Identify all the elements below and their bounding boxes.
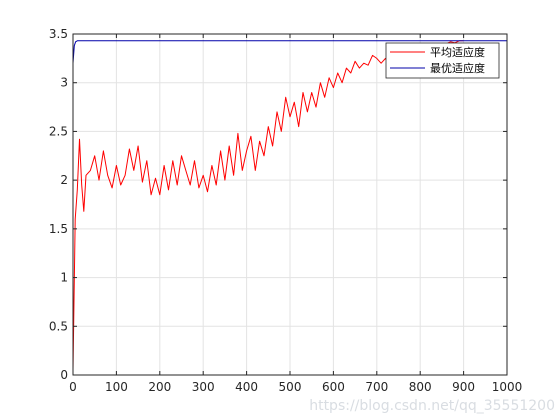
grid	[73, 34, 507, 375]
x-tick-label: 100	[105, 380, 128, 394]
x-tick-label: 600	[322, 380, 345, 394]
y-tick-label: 0	[60, 368, 68, 382]
x-tick-label: 700	[365, 380, 388, 394]
x-tick-label: 300	[192, 380, 215, 394]
y-tick-label: 3	[60, 76, 68, 90]
legend: 平均适应度 最优适应度	[385, 42, 500, 79]
x-tick-label: 800	[409, 380, 432, 394]
x-tick-label: 200	[148, 380, 171, 394]
legend-box	[385, 42, 500, 79]
x-tick-label: 900	[452, 380, 475, 394]
legend-label-avg: 平均适应度	[430, 45, 485, 59]
x-tick-label: 400	[235, 380, 258, 394]
x-tick-label: 500	[279, 380, 302, 394]
legend-label-best: 最优适应度	[430, 61, 485, 75]
x-tick-label: 0	[69, 380, 77, 394]
y-tick-label: 3.5	[49, 27, 68, 41]
ticks: 0 100 200 300 400 500 600 700 800 900 1000 0 0.5 1 1.5…	[49, 27, 522, 394]
x-tick-label: 1000	[492, 380, 523, 394]
series-line-best-fitness	[72, 40, 507, 64]
y-tick-label: 0.5	[49, 319, 68, 333]
y-tick-label: 2.5	[49, 124, 68, 138]
y-tick-label: 2	[60, 173, 68, 187]
y-tick-label: 1.5	[49, 222, 68, 236]
watermark-text: https://blog.csdn.net/qq_35551200	[309, 398, 555, 414]
y-tick-label: 1	[60, 271, 68, 285]
